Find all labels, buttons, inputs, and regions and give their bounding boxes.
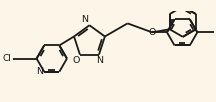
Text: N: N xyxy=(81,15,88,24)
Text: N: N xyxy=(36,67,43,76)
Text: Cl: Cl xyxy=(2,54,11,63)
Text: N: N xyxy=(96,56,103,65)
Text: O: O xyxy=(148,28,156,37)
Text: O: O xyxy=(72,56,79,65)
